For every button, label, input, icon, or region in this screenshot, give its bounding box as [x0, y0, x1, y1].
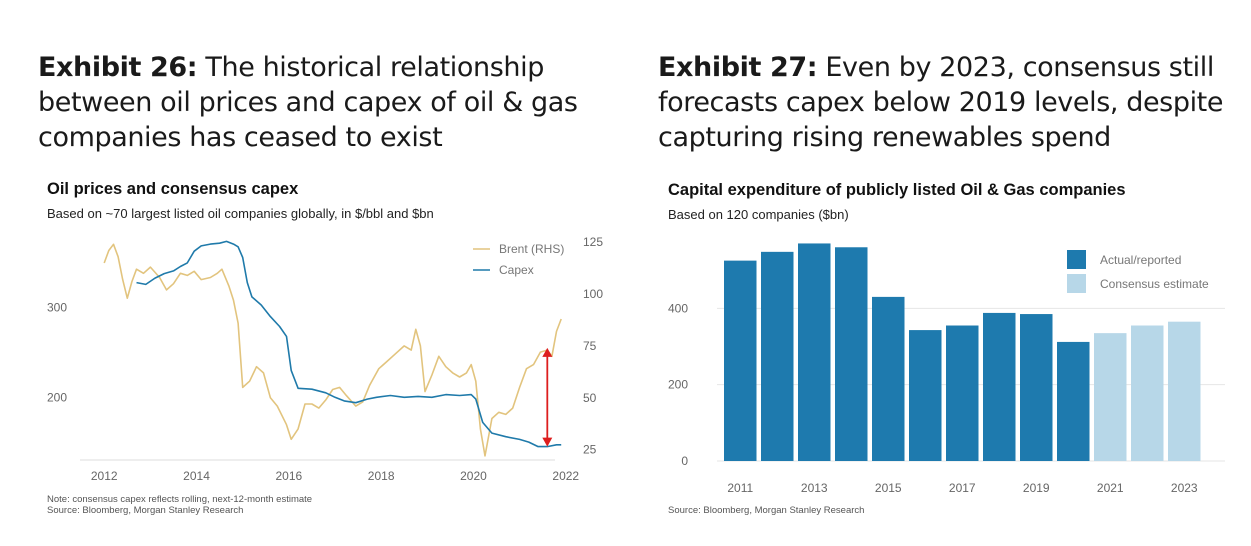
x-tick-label: 2022 [552, 469, 579, 483]
x-tick-label: 2020 [460, 469, 487, 483]
bar-actual [983, 312, 1016, 461]
y-tick-label: 400 [668, 301, 688, 315]
y-right-tick-label: 75 [583, 339, 597, 353]
capex-line [136, 240, 562, 448]
y-tick-label: 0 [681, 454, 688, 468]
brent-line [103, 243, 562, 457]
bar-actual [724, 260, 757, 461]
legend-actual-label: Actual/reported [1100, 253, 1181, 267]
y-right-tick-label: 50 [583, 391, 597, 405]
y-right-tick-label: 125 [583, 235, 603, 249]
legend-brent-label: Brent (RHS) [499, 242, 564, 256]
bar-actual [909, 330, 942, 461]
bar-actual [946, 325, 979, 461]
y-left-tick-label: 200 [47, 390, 67, 404]
x-tick-label: 2017 [949, 481, 976, 495]
x-tick-label: 2021 [1097, 481, 1124, 495]
x-tick-label: 2013 [801, 481, 828, 495]
gap-arrow-head-bottom [542, 437, 553, 447]
chart-subtitle-oil-capex: Based on ~70 largest listed oil companie… [47, 206, 434, 221]
oil-capex-line-chart: 2012 2014 2016 2018 2020 2022 200 300 25 50 75 100 1… [47, 235, 603, 483]
y-tick-label: 200 [668, 378, 688, 392]
chart-footnotes-left: Note: consensus capex reflects rolling, … [47, 494, 312, 516]
bar-actual [1057, 341, 1090, 461]
legend-capex-label: Capex [499, 263, 534, 277]
exhibit-26: Exhibit 26: The historical relationship … [0, 0, 620, 546]
exhibit-26-label: Exhibit 26: [38, 52, 198, 83]
bar-actual [1020, 314, 1053, 461]
legend-estimate-label: Consensus estimate [1100, 277, 1209, 291]
x-tick-label: 2019 [1023, 481, 1050, 495]
legend-actual-swatch [1067, 250, 1086, 269]
bar-actual [798, 243, 831, 461]
x-tick-label: 2011 [727, 481, 753, 495]
note-text: Note: consensus capex reflects rolling, … [47, 494, 313, 505]
x-tick-label: 2014 [183, 469, 210, 483]
x-tick-label: 2015 [875, 481, 902, 495]
exhibit-26-heading-text: The historical relationship between oil … [38, 52, 578, 153]
bar-estimate [1168, 321, 1201, 461]
chart-title-oil-capex: Oil prices and consensus capex [47, 180, 299, 198]
chart-footnotes-right: Source: Bloomberg, Morgan Stanley Resear… [668, 505, 864, 516]
source-text-left: Source: Bloomberg, Morgan Stanley Resear… [47, 505, 244, 516]
x-tick-label: 2023 [1171, 481, 1198, 495]
exhibit-27-heading-text: Even by 2023, consensus still forecasts … [658, 52, 1224, 153]
bar-estimate [1094, 333, 1127, 461]
exhibit-27-heading: Exhibit 27: Even by 2023, consensus stil… [658, 50, 1238, 155]
legend-estimate-swatch [1067, 274, 1086, 293]
y-right-tick-label: 25 [583, 443, 597, 457]
bar-estimate [1131, 325, 1164, 461]
chart-subtitle-capex-bars: Based on 120 companies ($bn) [668, 207, 849, 222]
source-text-right: Source: Bloomberg, Morgan Stanley Resear… [668, 505, 865, 516]
x-tick-label: 2016 [275, 469, 302, 483]
gap-arrow-head-top [542, 347, 553, 357]
x-tick-label: 2012 [91, 469, 118, 483]
bar-actual [761, 251, 794, 461]
exhibit-27-label: Exhibit 27: [658, 52, 818, 83]
x-tick-label: 2018 [368, 469, 395, 483]
y-right-tick-label: 100 [583, 287, 603, 301]
exhibit-26-heading: Exhibit 26: The historical relationship … [38, 50, 618, 155]
capex-bar-chart: 0 200 400 2011 2013 2015 2017 2019 2021 2023 Actua… [668, 243, 1225, 495]
exhibit-27: Exhibit 27: Even by 2023, consensus stil… [620, 0, 1251, 546]
bar-actual [835, 247, 868, 461]
bar-actual [872, 296, 905, 461]
y-left-tick-label: 300 [47, 301, 67, 315]
chart-title-capex-bars: Capital expenditure of publicly listed O… [668, 181, 1126, 199]
